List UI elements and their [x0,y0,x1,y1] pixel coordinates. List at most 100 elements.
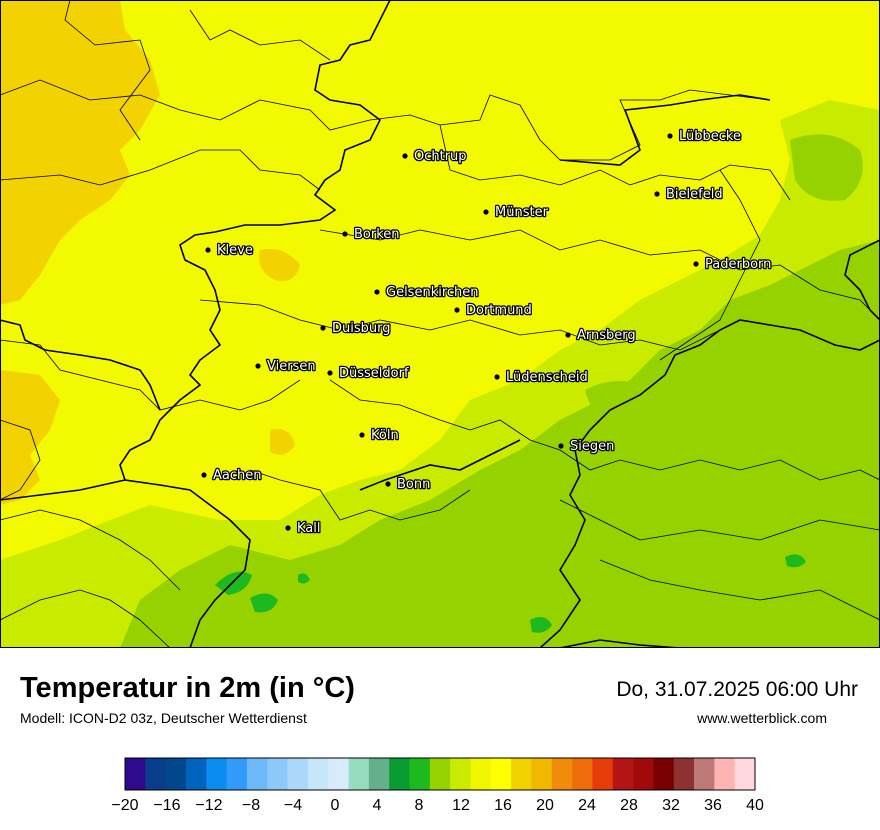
color-scale-tick-label: 4 [373,797,382,814]
city-duisburg: Duisburg [320,320,392,337]
color-scale-tick-label: 32 [662,797,680,814]
color-scale-swatch [450,758,471,790]
city-label: Kleve [217,243,253,258]
color-scale-swatch [246,758,268,790]
field-orange-spot-1 [259,249,300,281]
city-duesseldorf: Düsseldorf [327,365,410,382]
city-bonn: Bonn [385,476,432,493]
color-scale-swatch [185,758,207,790]
color-scale-tick-label: 8 [415,797,424,814]
temperature-map: Lübbecke Ochtrup Bielefeld Münster Borke… [0,0,880,648]
city-label: Münster [495,205,549,220]
color-scale-swatch [429,758,451,790]
color-scale-swatch [490,758,512,790]
color-scale-swatch [470,758,492,790]
color-scale-swatch [714,758,735,790]
city-label: Dortmund [466,303,532,318]
city-label: Siegen [570,439,614,454]
city-markers: Lübbecke Ochtrup Bielefeld Münster Borke… [201,128,773,537]
color-scale-swatch [287,758,309,790]
color-scale-swatch [165,758,187,790]
valid-time: Do, 31.07.2025 06:00 Uhr [616,678,858,701]
city-label: Kall [297,521,321,536]
website-link: www.wetterblick.com [697,710,827,726]
city-label: Arnsberg [577,328,636,343]
city-koeln: Köln [359,427,400,444]
color-scale-tick-label: 12 [452,797,470,814]
color-scale-swatch [307,758,329,790]
city-bielefeld: Bielefeld [654,186,724,203]
city-paderborn: Paderborn [693,256,773,273]
color-scale-swatch [267,758,288,790]
city-label: Borken [354,227,400,242]
color-scale-tick-label: −20 [111,797,138,814]
color-scale-swatch [694,758,715,790]
city-label: Köln [371,428,399,443]
map-canvas: Lübbecke Ochtrup Bielefeld Münster Borke… [0,0,880,648]
city-dortmund: Dortmund [454,302,533,319]
color-scale-tick-label: 28 [620,797,638,814]
district-borders [0,0,880,648]
color-scale-swatch [511,758,532,790]
color-scale-swatch [226,758,248,790]
color-scale-swatch [531,758,553,790]
color-scale-bars [124,757,756,791]
city-kall: Kall [285,520,322,537]
field-orange-northwest [0,0,160,305]
field-dark-green-4 [785,554,806,568]
city-label: Paderborn [705,257,771,272]
city-label: Gelsenkirchen [386,285,479,300]
color-scale-swatch [572,758,593,790]
color-scale-tick-label: 40 [746,797,764,814]
city-siegen: Siegen [558,438,616,455]
color-scale-frame [124,757,756,791]
color-scale-swatch [368,758,390,790]
city-label: Aachen [213,468,261,483]
city-luebbecke: Lübbecke [667,128,742,145]
state-borders [0,0,880,648]
city-gelsenkirchen: Gelsenkirchen [374,284,480,301]
color-scale-swatch [348,758,370,790]
color-scale-tick-label: 16 [494,797,512,814]
city-label: Duisburg [332,321,391,336]
map-title: Temperatur in 2m (in °C) [20,672,355,704]
color-scale-swatch [592,758,614,790]
city-viersen: Viersen [255,358,317,375]
city-label: Lüdenscheid [506,370,588,385]
color-scale-swatch [734,758,756,790]
color-scale-tick-label: 0 [331,797,340,814]
field-green-patch-1 [790,134,863,201]
field-dark-green-5 [298,573,310,584]
color-scale-swatch [206,758,227,790]
color-scale-tick-label: −8 [242,797,260,814]
city-label: Düsseldorf [339,366,409,381]
color-scale-swatch [653,758,675,790]
color-scale-swatch [612,758,634,790]
city-arnsberg: Arnsberg [565,327,637,344]
color-scale-tick-label: −4 [284,797,302,814]
field-orange-spot-2 [270,429,295,455]
color-scale: −20 −16 −12 −8 −4 0 4 8 12 16 20 24 28 32 36 40 [111,757,764,814]
city-borken: Borken [342,226,401,243]
color-scale-swatch [125,758,146,790]
color-scale-tick-label: 24 [578,797,596,814]
field-dark-green-1 [215,571,252,595]
city-label: Viersen [267,359,316,374]
city-luedenscheid: Lüdenscheid [494,369,589,386]
color-scale-swatch [145,758,166,790]
color-scale-tick-label: 20 [536,797,554,814]
color-scale-swatch [409,758,431,790]
city-muenster: Münster [483,204,550,221]
color-scale-tick-label: −16 [153,797,180,814]
color-scale-swatch [633,758,654,790]
color-scale-swatch [551,758,573,790]
color-scale-tick-label: −12 [195,797,222,814]
map-footer: Temperatur in 2m (in °C) Modell: ICON-D2… [0,648,880,830]
field-orange-west [0,370,60,505]
color-scale-swatch [328,758,349,790]
color-scale-swatch [673,758,695,790]
city-label: Bielefeld [666,187,723,202]
city-label: Lübbecke [679,129,741,144]
model-info: Modell: ICON-D2 03z, Deutscher Wetterdie… [20,710,307,726]
color-scale-swatch [389,758,410,790]
